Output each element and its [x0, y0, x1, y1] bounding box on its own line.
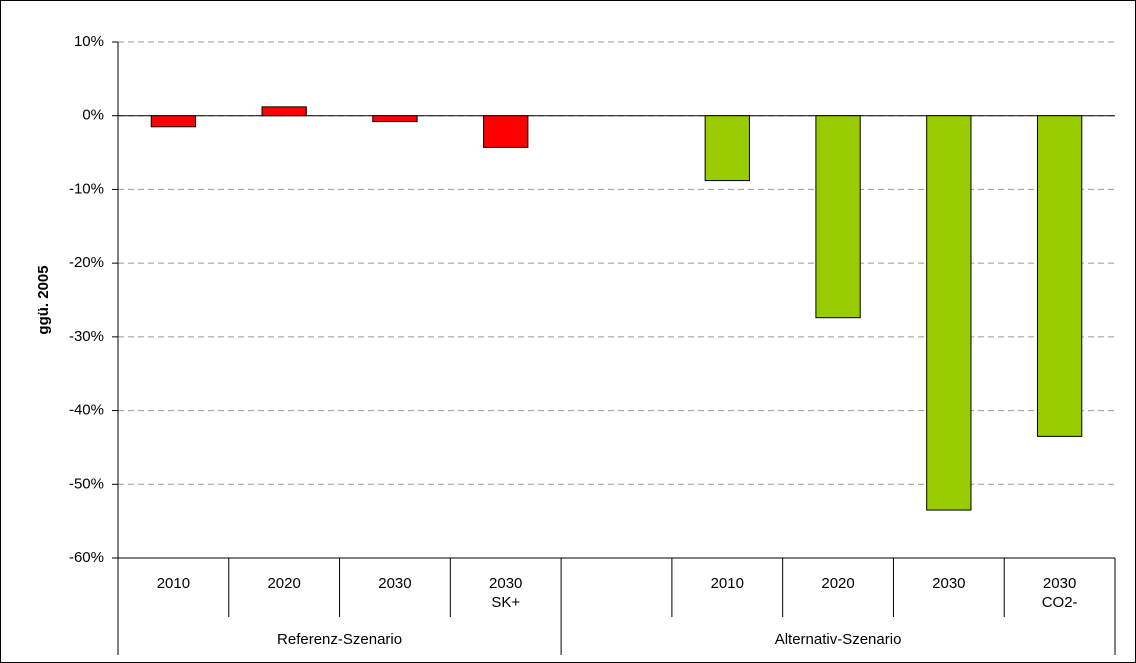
- y-tick-label: -50%: [69, 475, 104, 492]
- x-tick-label: 2030: [378, 575, 412, 592]
- y-tick-label: -30%: [69, 328, 104, 345]
- bar: [261, 106, 307, 117]
- x-tick-label: 2010: [710, 575, 744, 592]
- y-tick-label: -60%: [69, 549, 104, 566]
- x-tick-label: 2020: [821, 575, 855, 592]
- y-tick-label: 0%: [82, 107, 104, 124]
- x-tick-label: 2030 SK+: [489, 575, 523, 611]
- y-axis-label: ggü. 2005: [35, 265, 52, 334]
- bar: [815, 115, 861, 319]
- bar: [372, 115, 418, 123]
- x-tick-label: 2030 CO2-: [1041, 575, 1078, 611]
- bar: [1036, 115, 1083, 437]
- bar: [926, 115, 972, 511]
- group-label: Alternativ-Szenario: [775, 631, 902, 648]
- y-tick-label: -10%: [69, 180, 104, 197]
- bar: [150, 115, 197, 128]
- y-tick-label: 10%: [74, 33, 104, 50]
- y-tick-label: -20%: [69, 254, 104, 271]
- x-tick-label: 2030: [932, 575, 966, 592]
- bar: [483, 115, 529, 148]
- bar: [704, 115, 750, 182]
- y-tick-label: -40%: [69, 402, 104, 419]
- x-tick-label: 2010: [156, 575, 191, 592]
- x-tick-label: 2020: [267, 575, 301, 592]
- group-label: Referenz-Szenario: [277, 631, 402, 648]
